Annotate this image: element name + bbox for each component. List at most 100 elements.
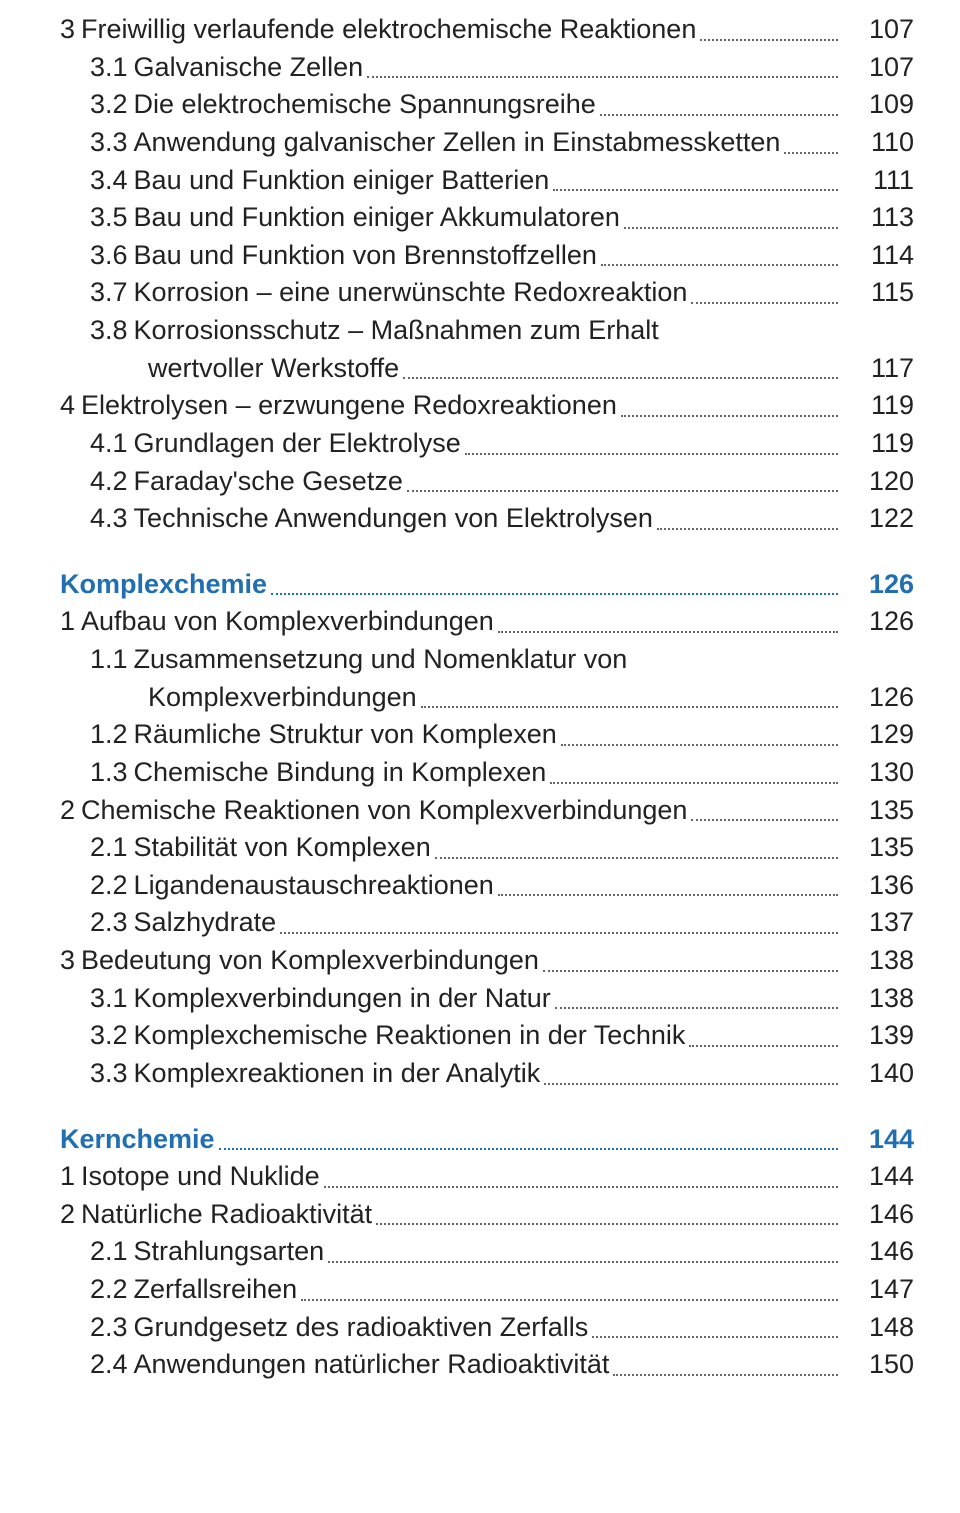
toc-entry: 4.1Grundlagen der Elektrolyse 119 [60, 426, 920, 462]
toc-entry: 3.4Bau und Funktion einiger Batterien 111 [60, 163, 920, 199]
toc-leader [657, 528, 838, 530]
toc-page: 144 [844, 1122, 920, 1158]
toc-page: 126 [844, 604, 920, 640]
section-gap [60, 539, 920, 565]
toc-page: 107 [844, 12, 920, 48]
toc-entry: 3.1Galvanische Zellen107 [60, 50, 920, 86]
toc-entry: 2.1Strahlungsarten146 [60, 1234, 920, 1270]
toc-title: Bau und Funktion einiger Batterien [134, 163, 550, 199]
toc-leader [367, 76, 838, 78]
toc-page: 122 [844, 501, 920, 537]
toc-number: 4 [60, 388, 81, 424]
toc-title: Isotope und Nuklide [81, 1159, 320, 1195]
toc-number: 3 [60, 12, 81, 48]
toc-title: Aufbau von Komplexverbindungen [81, 604, 494, 640]
toc-page: 111 [844, 163, 920, 199]
toc-number: 3.1 [90, 981, 134, 1017]
toc-page: 107 [844, 50, 920, 86]
toc-page: 119 [844, 388, 920, 424]
toc-title: Freiwillig verlaufende elektrochemische … [81, 12, 696, 48]
toc-leader [421, 706, 838, 708]
toc-page: 120 [844, 464, 920, 500]
toc-entry: 3.2Komplexchemische Reaktionen in der Te… [60, 1018, 920, 1054]
toc-number: 3.3 [90, 125, 134, 161]
toc-entry: 3Freiwillig verlaufende elektrochemische… [60, 12, 920, 48]
toc-title: Grundlagen der Elektrolyse [134, 426, 461, 462]
toc-title: Strahlungsarten [134, 1234, 325, 1270]
toc-page: 136 [844, 868, 920, 904]
toc-leader [465, 453, 838, 455]
toc-title: Komplexchemische Reaktionen in der Techn… [134, 1018, 686, 1054]
toc-title: Natürliche Radioaktivität [81, 1197, 372, 1233]
toc-leader [613, 1374, 838, 1376]
toc-entry: 2Natürliche Radioaktivität146 [60, 1197, 920, 1233]
toc-page: 140 [844, 1056, 920, 1092]
section-gap [60, 1094, 920, 1120]
toc-page: 110 [844, 125, 920, 161]
toc-page: 109 [844, 87, 920, 123]
toc-title: wertvoller Werkstoffe [148, 351, 399, 387]
toc-leader [324, 1186, 838, 1188]
toc-leader [328, 1261, 838, 1263]
toc-title: Komplexverbindungen [148, 680, 417, 716]
toc-number: 2.1 [90, 830, 134, 866]
toc-number: 2.4 [90, 1347, 134, 1383]
toc-entry: 1.3Chemische Bindung in Komplexen130 [60, 755, 920, 791]
toc-entry: 3.1Komplexverbindungen in der Natur138 [60, 981, 920, 1017]
toc-leader [700, 39, 838, 41]
toc-entry: 2.1Stabilität von Komplexen 135 [60, 830, 920, 866]
toc-entry: 1.2Räumliche Struktur von Komplexen129 [60, 717, 920, 753]
toc-leader [219, 1148, 838, 1150]
toc-page: 146 [844, 1234, 920, 1270]
toc-leader [301, 1299, 838, 1301]
toc-leader [592, 1336, 838, 1338]
toc-number: 1.3 [90, 755, 134, 791]
toc-leader [691, 819, 838, 821]
toc-entry: 2.2Zerfallsreihen147 [60, 1272, 920, 1308]
toc-title: Zusammensetzung und Nomenklatur von [134, 642, 628, 678]
toc-leader [544, 1083, 838, 1085]
toc-leader [561, 744, 838, 746]
toc-leader [271, 593, 838, 595]
toc-entry: 2.4Anwendungen natürlicher Radioaktivitä… [60, 1347, 920, 1383]
toc-entry: 1Aufbau von Komplexverbindungen 126 [60, 604, 920, 640]
toc-page: 146 [844, 1197, 920, 1233]
toc-leader [376, 1223, 838, 1225]
toc-entry: 3.6Bau und Funktion von Brennstoffzellen… [60, 238, 920, 274]
toc-number: 3.3 [90, 1056, 134, 1092]
toc-page: 135 [844, 830, 920, 866]
toc-number: 2.3 [90, 905, 134, 941]
toc-leader [550, 782, 838, 784]
toc-page: 137 [844, 905, 920, 941]
toc-page: 119 [844, 426, 920, 462]
toc-number: 2.2 [90, 1272, 134, 1308]
toc-page: 114 [844, 238, 920, 274]
toc-page: 126 [844, 680, 920, 716]
toc-title: Korrosionsschutz – Maßnahmen zum Erhalt [134, 313, 659, 349]
toc-number: 2 [60, 793, 81, 829]
toc-entry: 2.3Grundgesetz des radioaktiven Zerfalls… [60, 1310, 920, 1346]
toc-title: Komplexverbindungen in der Natur [134, 981, 551, 1017]
toc-number: 3.4 [90, 163, 134, 199]
toc-number: 3.1 [90, 50, 134, 86]
toc-entry: 3.7Korrosion – eine unerwünschte Redoxre… [60, 275, 920, 311]
toc-page: 129 [844, 717, 920, 753]
toc-entry: 3Bedeutung von Komplexverbindungen138 [60, 943, 920, 979]
toc-leader [403, 377, 838, 379]
toc-number: 1.1 [90, 642, 134, 678]
toc-page: 135 [844, 793, 920, 829]
toc-number: 1 [60, 604, 81, 640]
toc-leader [784, 152, 838, 154]
toc-title: Bedeutung von Komplexverbindungen [81, 943, 539, 979]
toc-title: Stabilität von Komplexen [134, 830, 431, 866]
toc-page: 139 [844, 1018, 920, 1054]
toc-number: 4.2 [90, 464, 134, 500]
toc-entry-cont: wertvoller Werkstoffe117 [60, 351, 920, 387]
toc-title: Korrosion – eine unerwünschte Redoxreakt… [134, 275, 688, 311]
toc-number: 4.1 [90, 426, 134, 462]
toc-entry: 4.2Faraday'sche Gesetze120 [60, 464, 920, 500]
toc-title: Bau und Funktion von Brennstoffzellen [134, 238, 597, 274]
toc-leader [621, 415, 838, 417]
toc-page: 148 [844, 1310, 920, 1346]
toc-entry: 4Elektrolysen – erzwungene Redoxreaktion… [60, 388, 920, 424]
